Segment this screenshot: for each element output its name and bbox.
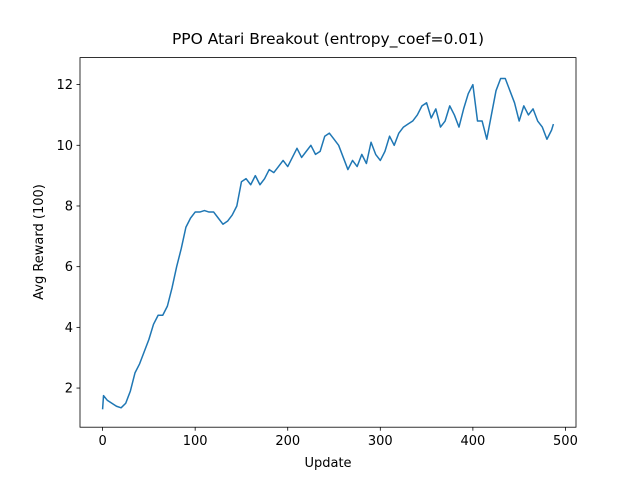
x-tick-label: 200 bbox=[275, 434, 300, 449]
x-tick-label: 100 bbox=[183, 434, 208, 449]
chart-title: PPO Atari Breakout (entropy_coef=0.01) bbox=[172, 30, 484, 49]
y-axis-label: Avg Reward (100) bbox=[32, 184, 47, 300]
y-tick-label: 6 bbox=[65, 260, 73, 275]
y-tick-label: 12 bbox=[56, 78, 73, 93]
x-tick-label: 500 bbox=[553, 434, 578, 449]
y-tick-label: 10 bbox=[56, 139, 73, 154]
plot-frame bbox=[79, 57, 577, 428]
y-tick-label: 4 bbox=[65, 321, 73, 336]
x-tick-label: 400 bbox=[460, 434, 485, 449]
y-tick-label: 2 bbox=[65, 382, 73, 397]
x-tick-label: 0 bbox=[98, 434, 106, 449]
data-line bbox=[101, 77, 555, 410]
x-axis-label: Update bbox=[304, 456, 351, 471]
x-tick-label: 300 bbox=[368, 434, 393, 449]
y-tick-label: 8 bbox=[65, 199, 73, 214]
